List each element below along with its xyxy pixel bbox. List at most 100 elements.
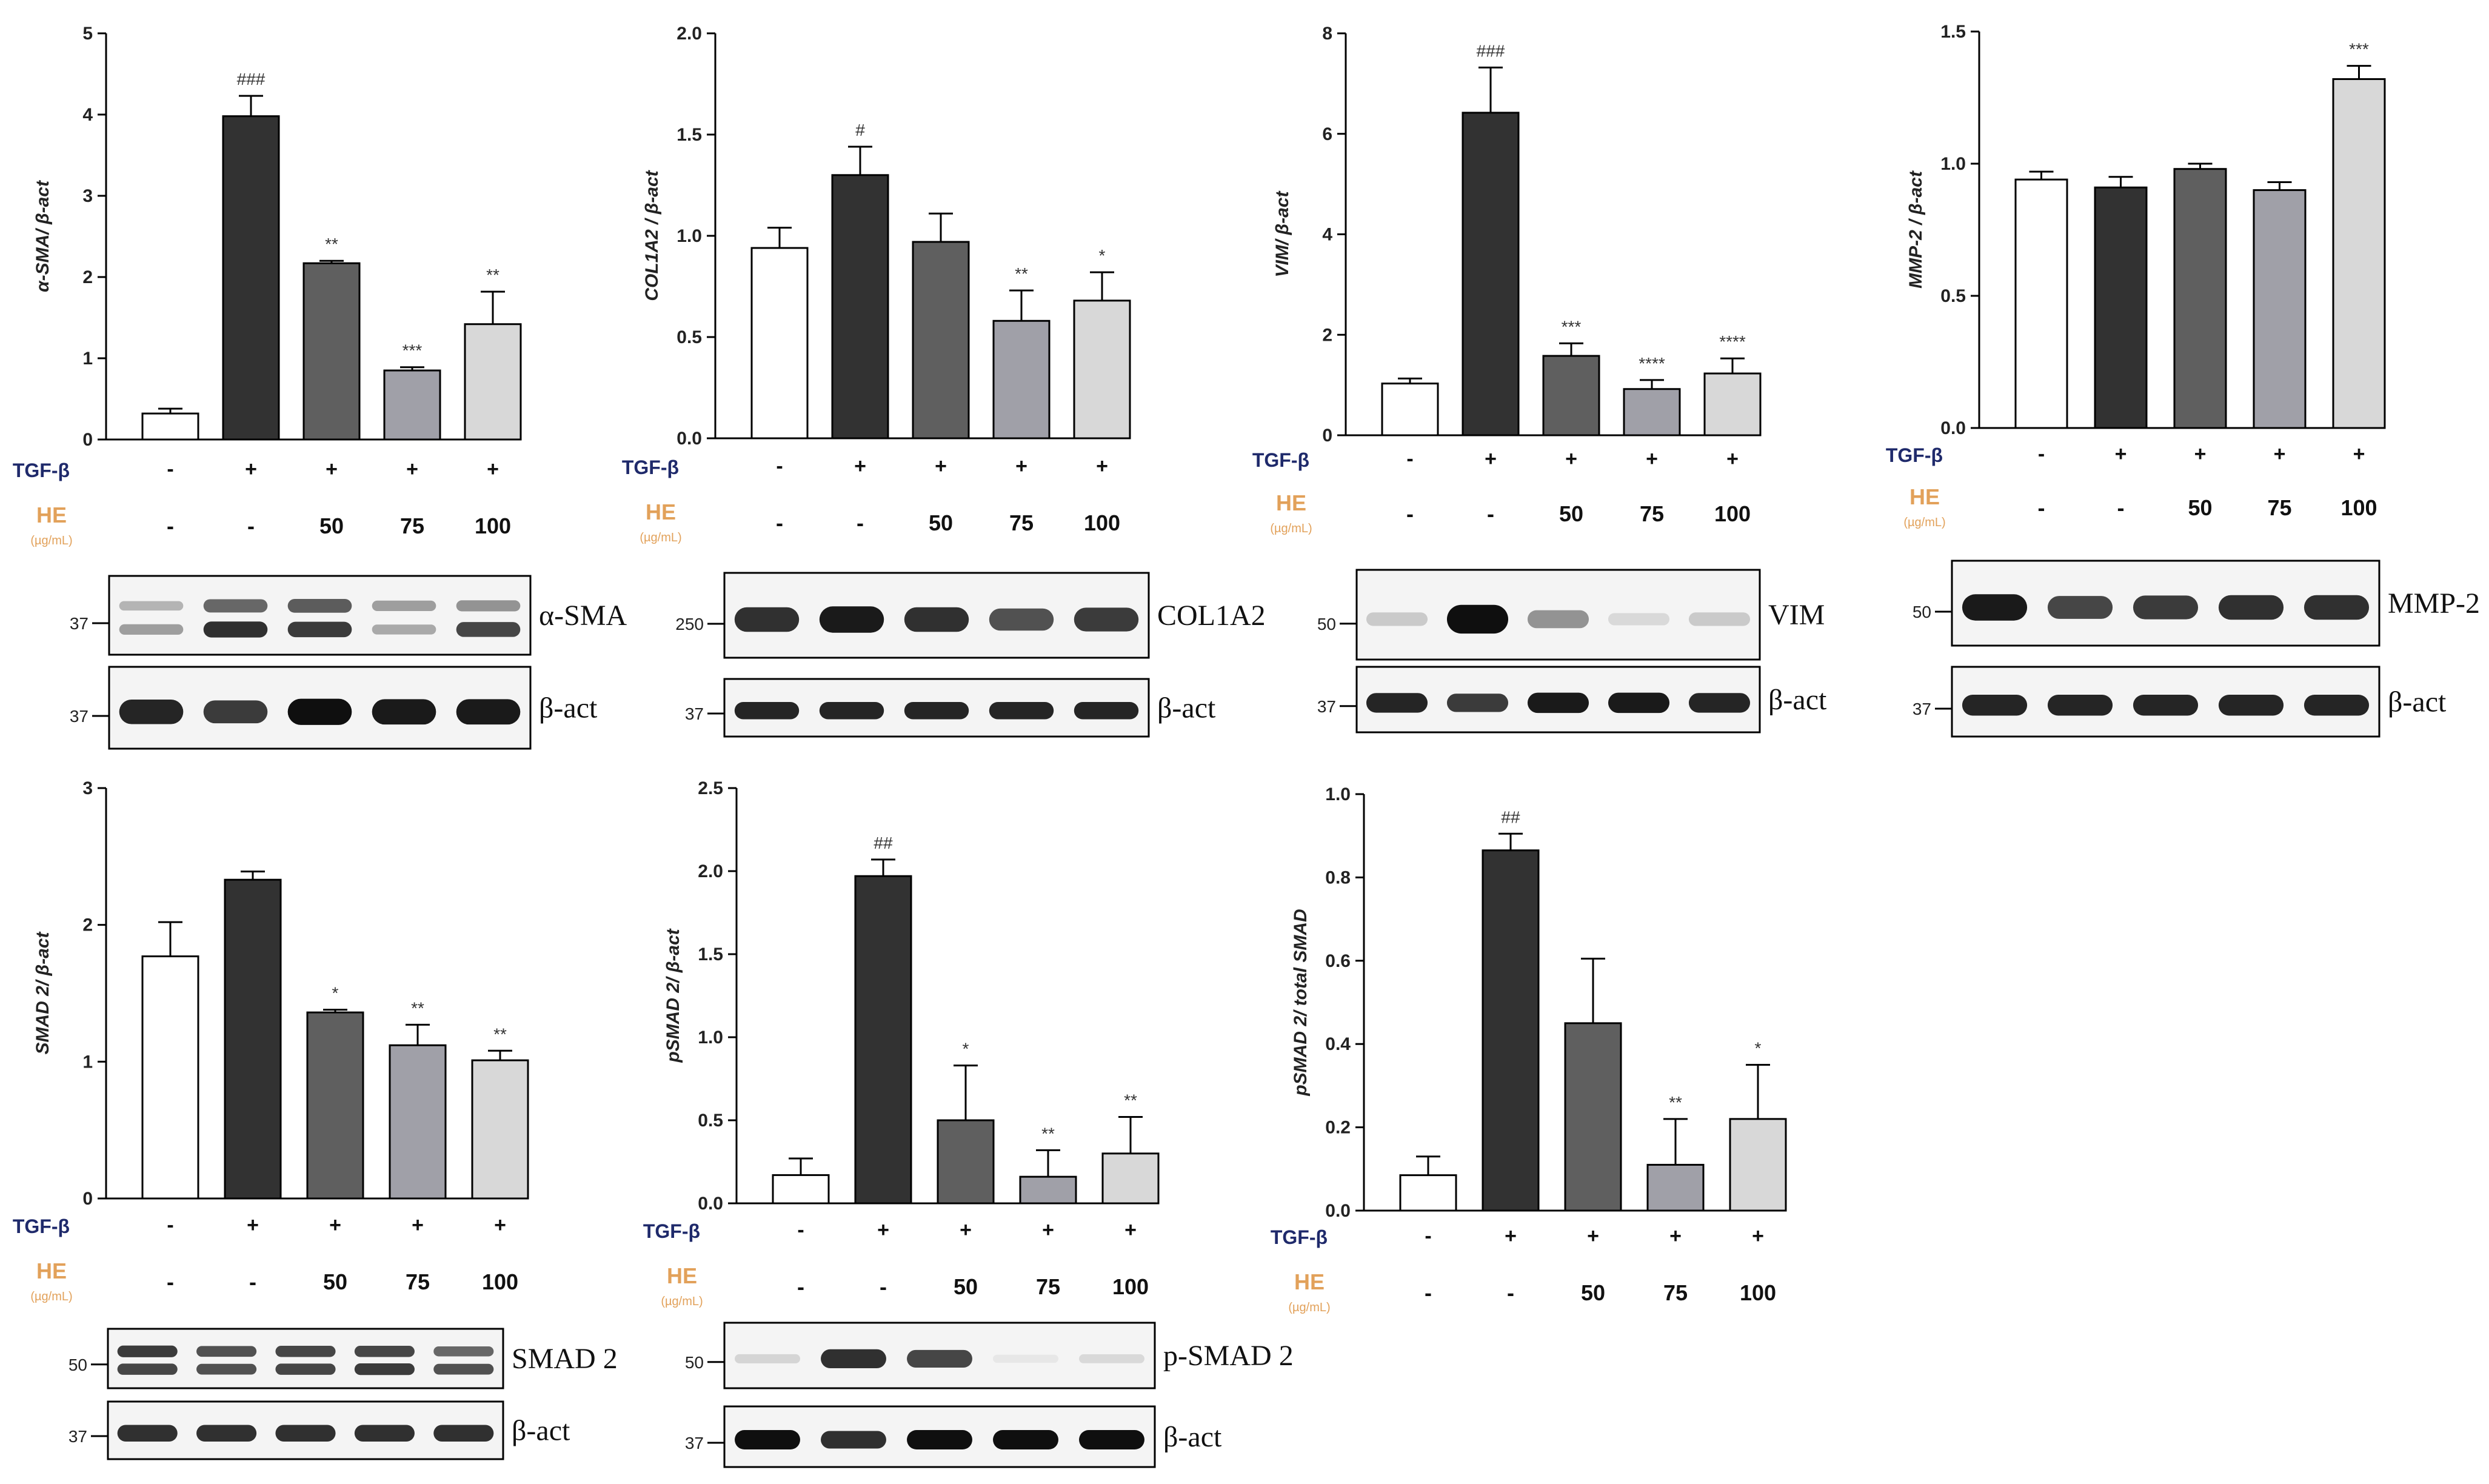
tgf-value: +	[2115, 443, 2127, 466]
blot-band	[907, 1430, 972, 1449]
significance-marker: ##	[1501, 807, 1520, 826]
blot-band	[119, 601, 184, 611]
bar-4	[464, 323, 522, 441]
tgf-value: +	[245, 458, 257, 481]
y-tick-label: 2.0	[677, 24, 702, 44]
significance-marker: **	[325, 235, 338, 253]
he-value: -	[797, 1274, 804, 1299]
bar-2	[302, 262, 361, 441]
y-tick-label: 2	[1322, 325, 1332, 345]
tgf-value: +	[1587, 1225, 1599, 1248]
molecular-weight-marker: 37	[70, 614, 89, 633]
he-value: 100	[482, 1269, 518, 1294]
blot-band	[993, 1354, 1058, 1363]
y-tick-label: 1.0	[698, 1028, 723, 1048]
bar-3	[1646, 1163, 1705, 1212]
y-tick-label: 0	[82, 430, 93, 450]
bar-3	[1019, 1175, 1077, 1205]
significance-marker: **	[493, 1024, 507, 1043]
y-tick-label: 1.0	[1940, 154, 1966, 174]
chart-panel-p-smad-2: 0.0 0.5 1.0 1.5 2.0 2.5 pSMAD 2/ β-act - - ## + - * +…	[643, 778, 1294, 1468]
blot-band	[735, 1354, 800, 1363]
tgf-value: -	[1406, 447, 1413, 470]
bar-4	[1101, 1152, 1160, 1205]
he-label: HE	[667, 1263, 697, 1288]
he-label: HE	[1294, 1269, 1325, 1294]
molecular-weight-marker: 250	[675, 615, 704, 633]
y-tick-label: 4	[1322, 225, 1332, 245]
significance-marker: #	[855, 121, 865, 139]
bar-3	[383, 369, 441, 441]
tgf-value: +	[1096, 455, 1108, 478]
blot-band	[819, 606, 884, 633]
tgf-value: +	[329, 1214, 341, 1237]
blot-band	[354, 1345, 415, 1357]
he-label: HE	[646, 500, 676, 524]
blot-band	[196, 1346, 257, 1357]
blot-β-act: 37 β-act	[68, 1400, 570, 1460]
he-value: 100	[1112, 1274, 1149, 1299]
he-value: 75	[406, 1269, 430, 1294]
blot-label: p-SMAD 2	[1163, 1340, 1294, 1372]
bar-1	[1462, 112, 1520, 436]
significance-marker: ****	[1719, 332, 1746, 351]
significance-marker: **	[411, 998, 424, 1017]
molecular-weight-marker: 50	[1913, 603, 1931, 621]
blot-band	[433, 1346, 494, 1357]
y-tick-label: 0.0	[1940, 418, 1966, 438]
bar-0	[141, 412, 199, 441]
blot-label: MMP-2	[2388, 587, 2480, 620]
bar-3	[992, 319, 1051, 440]
blot-band	[287, 698, 352, 725]
tgf-value: +	[1646, 447, 1658, 470]
blot-band	[372, 600, 436, 612]
blot-band	[734, 702, 800, 720]
he-value: 100	[475, 513, 511, 538]
tgf-value: +	[1505, 1225, 1517, 1248]
bar-0	[141, 955, 199, 1200]
y-axis-label: α-SMA/ β-act	[33, 179, 53, 292]
he-value: 50	[929, 510, 953, 535]
blot-COL1A2: 250 COL1A2	[675, 572, 1266, 659]
bar-0	[750, 247, 809, 440]
blot-band	[1608, 613, 1670, 626]
molecular-weight-marker: 37	[685, 704, 704, 723]
y-axis-label: SMAD 2/ β-act	[33, 931, 53, 1055]
blot-band	[275, 1425, 336, 1442]
bar-1	[222, 115, 280, 441]
y-axis-label: COL1A2 / β-act	[642, 169, 662, 301]
blot-band	[203, 599, 268, 613]
blot-band	[821, 1349, 886, 1369]
significance-marker: **	[1124, 1091, 1137, 1110]
he-unit-label: (µg/mL)	[640, 531, 681, 544]
he-unit-label: (µg/mL)	[30, 1290, 72, 1303]
bar-0	[1381, 383, 1439, 436]
he-value: -	[2117, 495, 2125, 520]
blot-band	[904, 607, 969, 632]
significance-marker: ***	[2349, 40, 2369, 59]
blot-band	[1366, 612, 1428, 626]
he-value: 75	[1663, 1280, 1688, 1305]
significance-marker: *	[1755, 1039, 1762, 1058]
tgf-beta-label: TGF-β	[1271, 1226, 1328, 1248]
blot-band	[287, 621, 352, 638]
chart-panel-col1a2: 0.0 0.5 1.0 1.5 2.0 COL1A2 / β-act - - # + - +50 ** +…	[622, 24, 1266, 738]
y-tick-label: 0.8	[1325, 867, 1351, 887]
bar-1	[854, 875, 912, 1205]
y-tick-label: 0.0	[677, 429, 702, 449]
blot-band	[372, 699, 436, 725]
significance-marker: ***	[403, 341, 423, 360]
blot-band	[2047, 695, 2113, 716]
tgf-value: +	[247, 1214, 259, 1237]
chart-panel-smad-2: 0 1 2 3 SMAD 2/ β-act - - + - * +50 ** +75 ** +100 TGF-…	[13, 778, 618, 1460]
blot-band	[2047, 596, 2113, 619]
bar-3	[2253, 189, 2307, 429]
blot-band	[1074, 607, 1139, 632]
bar-4	[1703, 372, 1762, 436]
blot-label: β-act	[1157, 692, 1216, 724]
chart-panel-vim: 0 2 4 6 8 VIM/ β-act - - ### + - *** +50 **** +75 **** +…	[1252, 24, 1827, 734]
he-value: -	[776, 510, 783, 535]
blot-band	[907, 1349, 972, 1368]
blot-band	[993, 1430, 1058, 1449]
bar-4	[1073, 299, 1131, 440]
